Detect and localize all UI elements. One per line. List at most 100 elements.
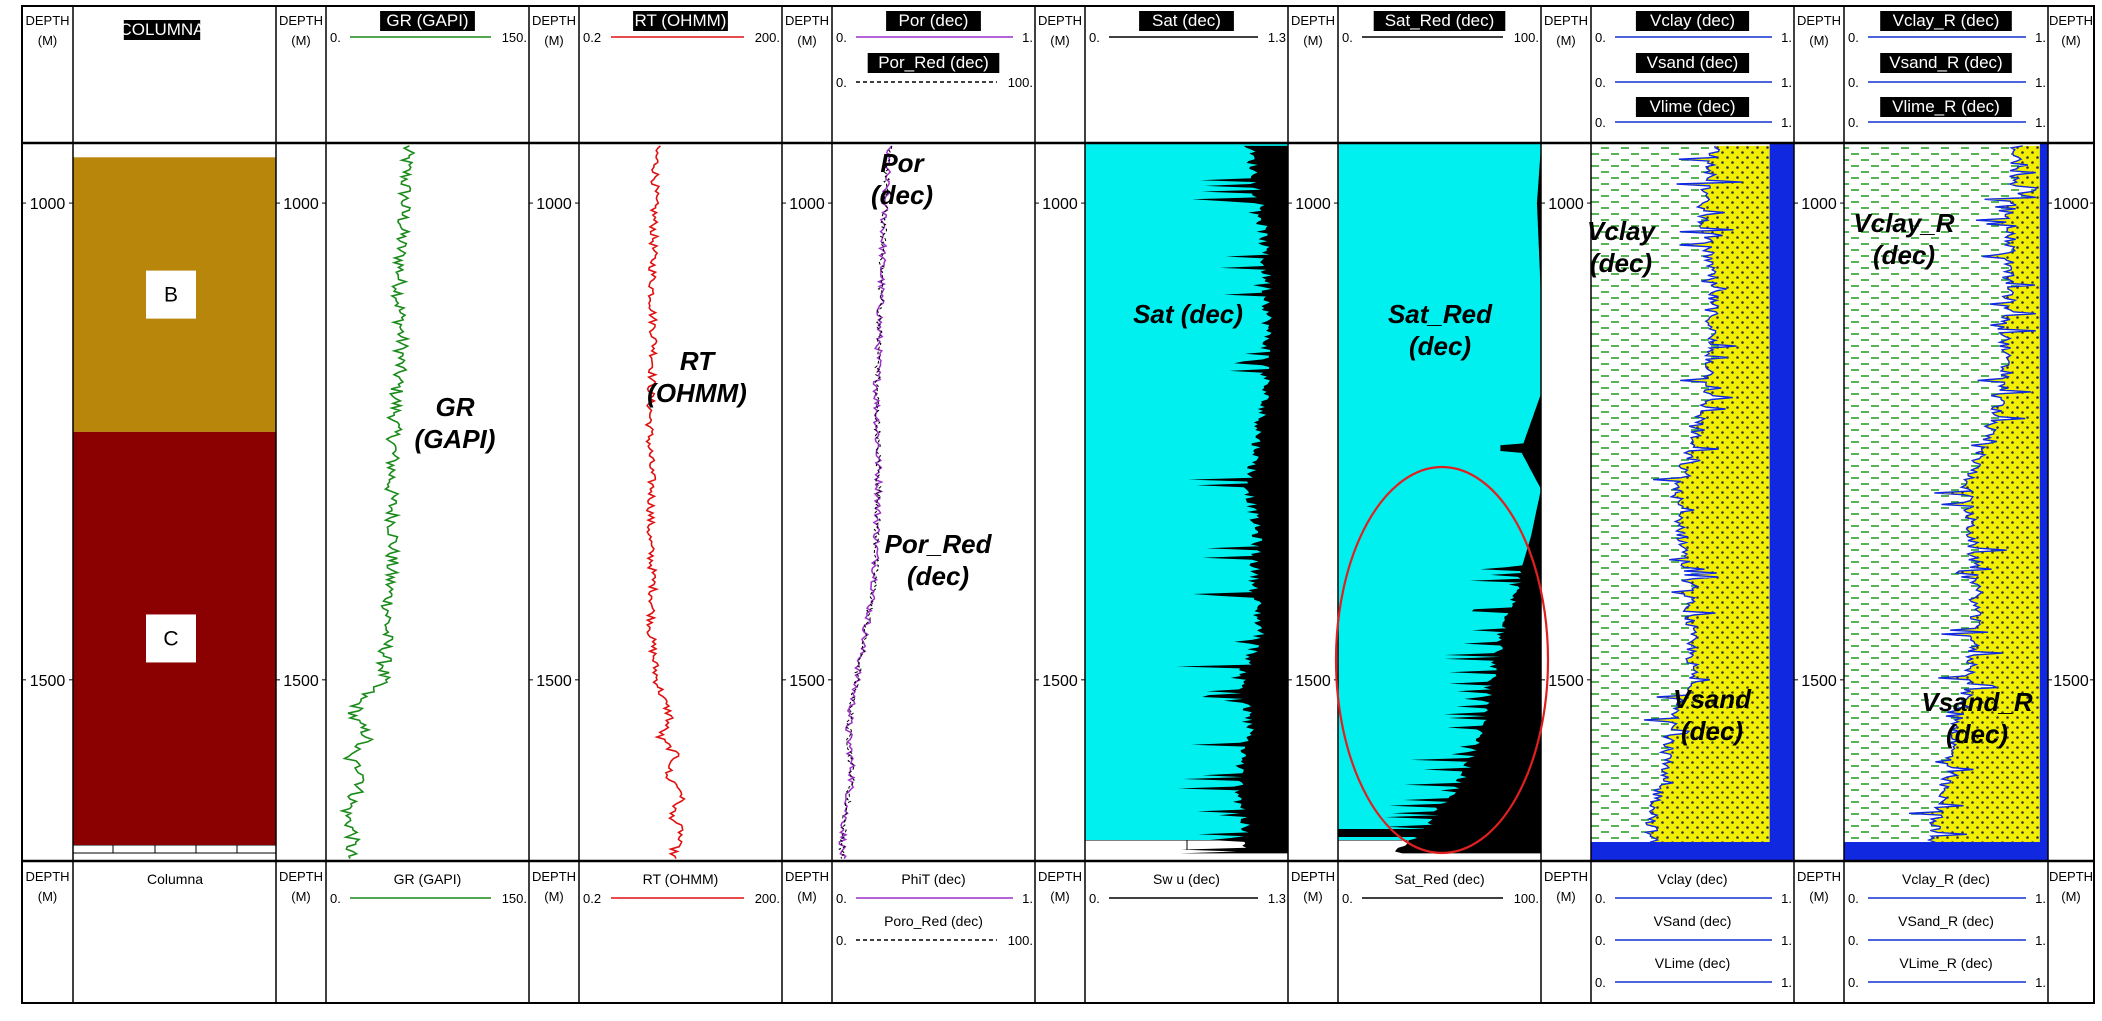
depth-header-label: DEPTH — [1544, 13, 1588, 28]
footer-curve-name: Vclay_R (dec) — [1902, 871, 1990, 887]
header-scale-max: 1. — [1781, 30, 1792, 45]
depth-tick-label: 1500 — [1548, 673, 1584, 690]
curve-annotation: Sat_Red — [1388, 299, 1493, 329]
por-red-curve — [838, 145, 893, 859]
curves — [339, 145, 2037, 860]
depth-header-label: DEPTH — [2049, 13, 2093, 28]
footer-scale-min: 0. — [836, 933, 847, 948]
footer-scale-min: 0. — [330, 891, 341, 906]
footer-scale-min: 0. — [1848, 975, 1859, 990]
curve-annotation: (dec) — [1590, 248, 1652, 278]
zone-label-box — [146, 270, 196, 319]
depth-footer-unit: (M) — [291, 889, 311, 904]
curve-annotation: Vclay_R — [1853, 208, 1954, 238]
footer-scale-max: 1.3 — [1268, 891, 1286, 906]
depth-footer-label: DEPTH — [2049, 869, 2093, 884]
depth-footer-unit: (M) — [2061, 889, 2081, 904]
header-curve-name: RT (OHMM) — [635, 11, 727, 30]
depth-footer-label: DEPTH — [279, 869, 323, 884]
footer-curve-name: VLime (dec) — [1655, 955, 1730, 971]
depth-tick-label: 1000 — [536, 196, 572, 213]
curve-annotation: Por_Red — [885, 529, 993, 559]
header-curve-name: Sat (dec) — [1152, 11, 1221, 30]
footer-scale-max: 1. — [1781, 933, 1792, 948]
header-scale-min: 0. — [1342, 30, 1353, 45]
depth-header-label: DEPTH — [25, 13, 69, 28]
header-scale-min: 0. — [836, 30, 847, 45]
header-scale-min: 0. — [1848, 30, 1859, 45]
header-scale-max: 150. — [502, 30, 527, 45]
footer-scale-max: 200. — [755, 891, 780, 906]
header-curve-name-bg — [380, 11, 475, 31]
header-curve-name-bg — [1635, 97, 1750, 117]
header-curve-name: Sat_Red (dec) — [1385, 11, 1495, 30]
header-curve-name: Vlime_R (dec) — [1892, 97, 2000, 116]
depth-tick-label: 1500 — [1801, 673, 1837, 690]
curve-annotation: (dec) — [871, 180, 933, 210]
curve-annotation: (dec) — [907, 561, 969, 591]
footer-curve-name: Vclay (dec) — [1657, 871, 1727, 887]
footer-scale-max: 1. — [2035, 891, 2046, 906]
depth-header-label: DEPTH — [279, 13, 323, 28]
curve-annotation: Sat (dec) — [1133, 299, 1243, 329]
depth-footer-unit: (M) — [38, 889, 58, 904]
header-curve-name: Vsand (dec) — [1647, 53, 1739, 72]
highlight-ellipse — [1334, 465, 1550, 855]
header-curve-name: Por (dec) — [899, 11, 969, 30]
depth-tick-label: 1000 — [30, 196, 66, 213]
depth-footer-unit: (M) — [1303, 889, 1323, 904]
footer-curve-name: RT (OHMM) — [643, 871, 719, 887]
header-scale-min: 0. — [1848, 115, 1859, 130]
header-scale-min: 0. — [1089, 30, 1100, 45]
curve-annotation: (dec) — [1681, 716, 1743, 746]
header-curve-name-bg — [1880, 11, 2012, 31]
footer-scale-max: 1. — [2035, 975, 2046, 990]
curve-annotation: Vsand — [1673, 684, 1752, 714]
footer-scale-max: 1. — [1022, 891, 1033, 906]
header-scale-max: 1. — [2035, 75, 2046, 90]
footer-scale-min: 0. — [1848, 933, 1859, 948]
footer-scale-min: 0. — [1342, 891, 1353, 906]
depth-tick-label: 1000 — [1295, 196, 1331, 213]
vclayr-sand-fill — [1909, 145, 2040, 854]
vclay-curve — [1643, 145, 1742, 854]
curve-annotation: (dec) — [1946, 719, 2008, 749]
footer-scale-min: 0. — [1595, 933, 1606, 948]
header-scale-max: 100. — [1514, 30, 1539, 45]
track-grid — [22, 36, 2094, 983]
footer-scale-max: 100. — [1514, 891, 1539, 906]
columna-header-bg — [123, 20, 201, 40]
header-scale-max: 1. — [1781, 75, 1792, 90]
depth-header-label: DEPTH — [1038, 13, 1082, 28]
footer-curve-name: VSand_R (dec) — [1898, 913, 1994, 929]
header-curve-name: Por_Red (dec) — [878, 53, 989, 72]
por-curve — [838, 145, 893, 860]
footer-curve-name: Sat_Red (dec) — [1394, 871, 1484, 887]
depth-tick-label: 1500 — [1295, 673, 1331, 690]
header-scale-max: 100. — [1008, 75, 1033, 90]
curve-annotation: (GAPI) — [415, 424, 496, 454]
header-curve-name-bg — [886, 11, 981, 31]
depth-tick-label: 1500 — [1042, 673, 1078, 690]
depth-footer-label: DEPTH — [25, 869, 69, 884]
header-curve-name: Vclay_R (dec) — [1893, 11, 2000, 30]
depth-header-unit: (M) — [544, 33, 564, 48]
footer-scale-min: 0. — [1595, 975, 1606, 990]
rt-curve — [644, 145, 686, 859]
depth-tick-label: 1000 — [1801, 196, 1837, 213]
curve-annotation: (OHMM) — [647, 378, 747, 408]
vclay-lime-fill — [1769, 143, 1794, 861]
depth-tick-label: 1000 — [1548, 196, 1584, 213]
footer-scale-min: 0. — [1595, 891, 1606, 906]
depth-header-label: DEPTH — [1797, 13, 1841, 28]
vclayr-lime-fill — [2039, 143, 2048, 861]
footer-curve-name: GR (GAPI) — [394, 871, 462, 887]
header-curve-name: Vlime (dec) — [1650, 97, 1736, 116]
depth-header-unit: (M) — [1050, 33, 1070, 48]
header-scale-max: 200. — [755, 30, 780, 45]
vclay-sand-fill — [1644, 145, 1770, 854]
header-scale-min: 0. — [1595, 75, 1606, 90]
vclayr-curve — [1908, 145, 2037, 855]
curve-annotation: Vsand_R — [1921, 687, 2032, 717]
depth-header-unit: (M) — [2061, 33, 2081, 48]
